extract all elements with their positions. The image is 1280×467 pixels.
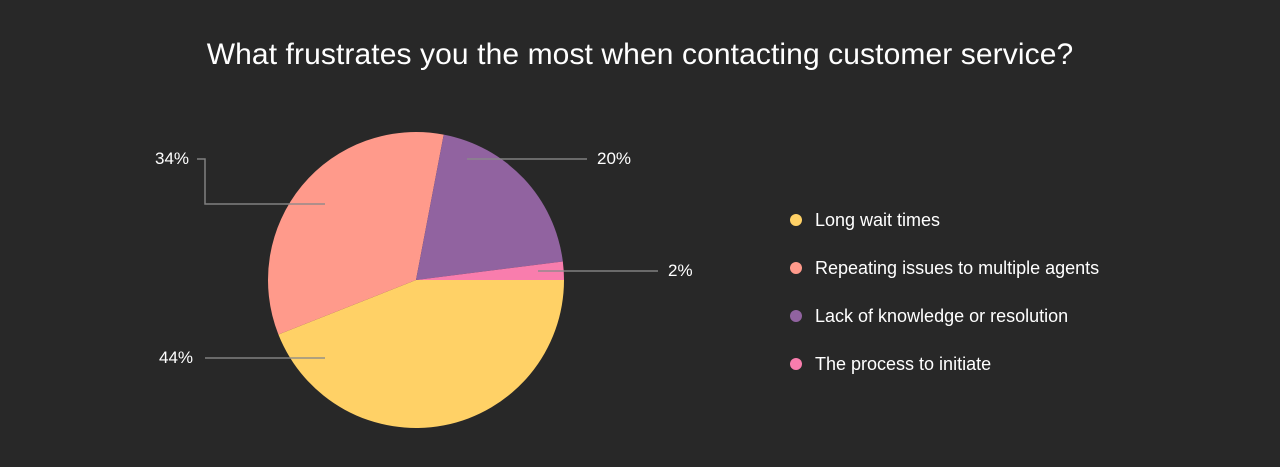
legend-item-lack[interactable]: Lack of knowledge or resolution [790, 292, 1099, 340]
pie-slice-long-wait[interactable] [278, 280, 564, 429]
pie-slices [267, 132, 564, 429]
legend: Long wait times Repeating issues to mult… [790, 196, 1099, 388]
legend-label: Lack of knowledge or resolution [815, 305, 1069, 326]
legend-dot-icon [790, 262, 802, 274]
leader-line-34 [197, 158, 325, 205]
legend-item-long-wait[interactable]: Long wait times [790, 196, 1099, 244]
legend-dot-icon [790, 358, 802, 370]
chart-title: What frustrates you the most when contac… [206, 38, 1074, 71]
pie-slice-process[interactable] [416, 261, 564, 280]
data-label-repeating: 34% [155, 149, 190, 168]
leader-lines [197, 158, 658, 359]
legend-dot-icon [790, 310, 802, 322]
legend-item-repeating[interactable]: Repeating issues to multiple agents [790, 244, 1099, 292]
pie-slice-lack[interactable] [416, 134, 563, 280]
data-label-process: 2% [668, 261, 693, 280]
legend-label: The process to initiate [815, 353, 992, 374]
legend-dot-icon [790, 214, 802, 226]
pie-slice-repeating[interactable] [267, 132, 444, 335]
legend-label: Repeating issues to multiple agents [815, 257, 1100, 278]
data-label-lack: 20% [597, 149, 632, 168]
data-label-long-wait: 44% [159, 348, 194, 367]
legend-item-process[interactable]: The process to initiate [790, 340, 1099, 388]
legend-label: Long wait times [815, 209, 941, 230]
